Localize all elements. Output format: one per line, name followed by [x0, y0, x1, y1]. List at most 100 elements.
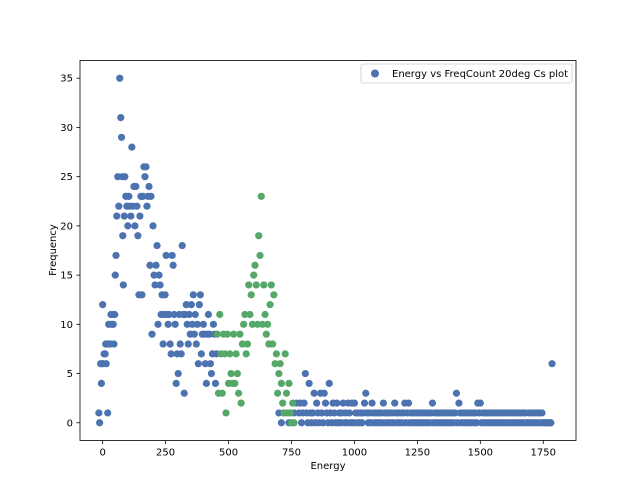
- data-point: [245, 281, 253, 289]
- data-point: [102, 360, 110, 368]
- x-tick-label: 1750: [531, 448, 556, 459]
- data-point: [150, 271, 158, 279]
- data-point: [243, 340, 252, 348]
- data-point: [195, 301, 203, 309]
- data-point: [183, 320, 191, 328]
- data-point: [297, 419, 306, 427]
- x-tick-label: 1250: [405, 448, 430, 459]
- data-point: [266, 301, 274, 309]
- axes-frame: [79, 60, 577, 441]
- data-point: [177, 350, 185, 358]
- data-point: [242, 350, 250, 358]
- data-point: [142, 163, 150, 171]
- legend: Energy vs FreqCount 20deg Cs plot: [360, 63, 573, 84]
- data-point: [146, 261, 154, 269]
- data-point: [313, 399, 321, 407]
- data-point: [222, 409, 230, 417]
- y-tick-label: 10: [60, 320, 73, 331]
- x-tick-label: 250: [156, 448, 175, 459]
- data-point: [180, 389, 188, 397]
- data-point: [110, 340, 118, 348]
- data-point: [270, 291, 278, 299]
- data-point: [159, 340, 167, 348]
- data-point: [252, 281, 260, 289]
- data-point: [285, 379, 293, 387]
- data-point: [194, 360, 202, 368]
- data-point: [238, 340, 246, 348]
- data-point: [178, 241, 186, 250]
- data-point: [109, 320, 117, 328]
- data-point: [121, 173, 129, 181]
- data-point: [286, 409, 294, 417]
- data-point: [290, 419, 298, 427]
- legend-label: Energy vs FreqCount 20deg Cs plot: [392, 69, 568, 80]
- data-point: [258, 320, 267, 328]
- data-point: [206, 360, 215, 368]
- data-point: [191, 310, 199, 319]
- data-point: [213, 330, 221, 338]
- y-tick-label: 5: [67, 369, 73, 380]
- x-tick-label: 750: [282, 448, 301, 459]
- data-point: [117, 133, 126, 141]
- y-tick-label: 15: [60, 271, 73, 282]
- data-point: [117, 114, 125, 122]
- data-point: [99, 301, 107, 309]
- x-tick-label: 1000: [342, 448, 367, 459]
- data-point: [154, 320, 162, 328]
- data-point: [112, 251, 120, 260]
- data-point: [155, 271, 163, 279]
- data-point: [184, 340, 192, 348]
- data-point: [120, 212, 128, 220]
- data-point: [151, 281, 159, 289]
- data-point: [171, 320, 179, 328]
- data-point: [247, 291, 255, 299]
- data-point: [176, 340, 184, 348]
- data-point: [253, 320, 262, 328]
- data-point: [170, 310, 178, 319]
- data-point: [260, 281, 268, 289]
- data-point: [148, 330, 156, 338]
- data-point: [451, 409, 459, 417]
- data-point: [472, 419, 481, 427]
- series-0: [95, 74, 556, 427]
- data-point: [358, 419, 366, 427]
- data-point: [131, 222, 139, 230]
- y-tick-label: 30: [60, 123, 73, 134]
- data-point: [333, 399, 341, 407]
- data-point: [152, 261, 160, 269]
- data-point: [256, 251, 264, 260]
- data-point: [391, 399, 399, 407]
- data-point: [192, 340, 200, 348]
- data-point: [193, 320, 201, 328]
- data-point: [350, 399, 359, 407]
- data-point: [236, 330, 244, 338]
- data-point: [250, 271, 258, 279]
- data-point: [143, 202, 151, 210]
- data-point: [241, 310, 249, 319]
- data-point: [269, 340, 277, 348]
- data-point: [136, 212, 144, 220]
- data-point: [205, 330, 214, 338]
- legend-box: [360, 63, 573, 84]
- data-point: [202, 379, 210, 387]
- data-point: [345, 409, 353, 417]
- data-point: [128, 143, 136, 151]
- data-point: [116, 74, 124, 82]
- data-point: [201, 360, 209, 368]
- data-point: [216, 310, 224, 319]
- data-point: [134, 232, 142, 240]
- data-point: [232, 350, 240, 358]
- data-point: [115, 202, 123, 210]
- data-point: [276, 360, 284, 368]
- data-point: [138, 291, 146, 299]
- data-point: [141, 173, 149, 181]
- data-point: [277, 419, 286, 427]
- y-tick-label: 0: [67, 418, 73, 429]
- data-point: [209, 320, 218, 328]
- data-point: [404, 399, 413, 407]
- data-point: [124, 222, 132, 230]
- data-point: [132, 182, 140, 191]
- data-point: [189, 291, 197, 299]
- data-point: [362, 389, 370, 397]
